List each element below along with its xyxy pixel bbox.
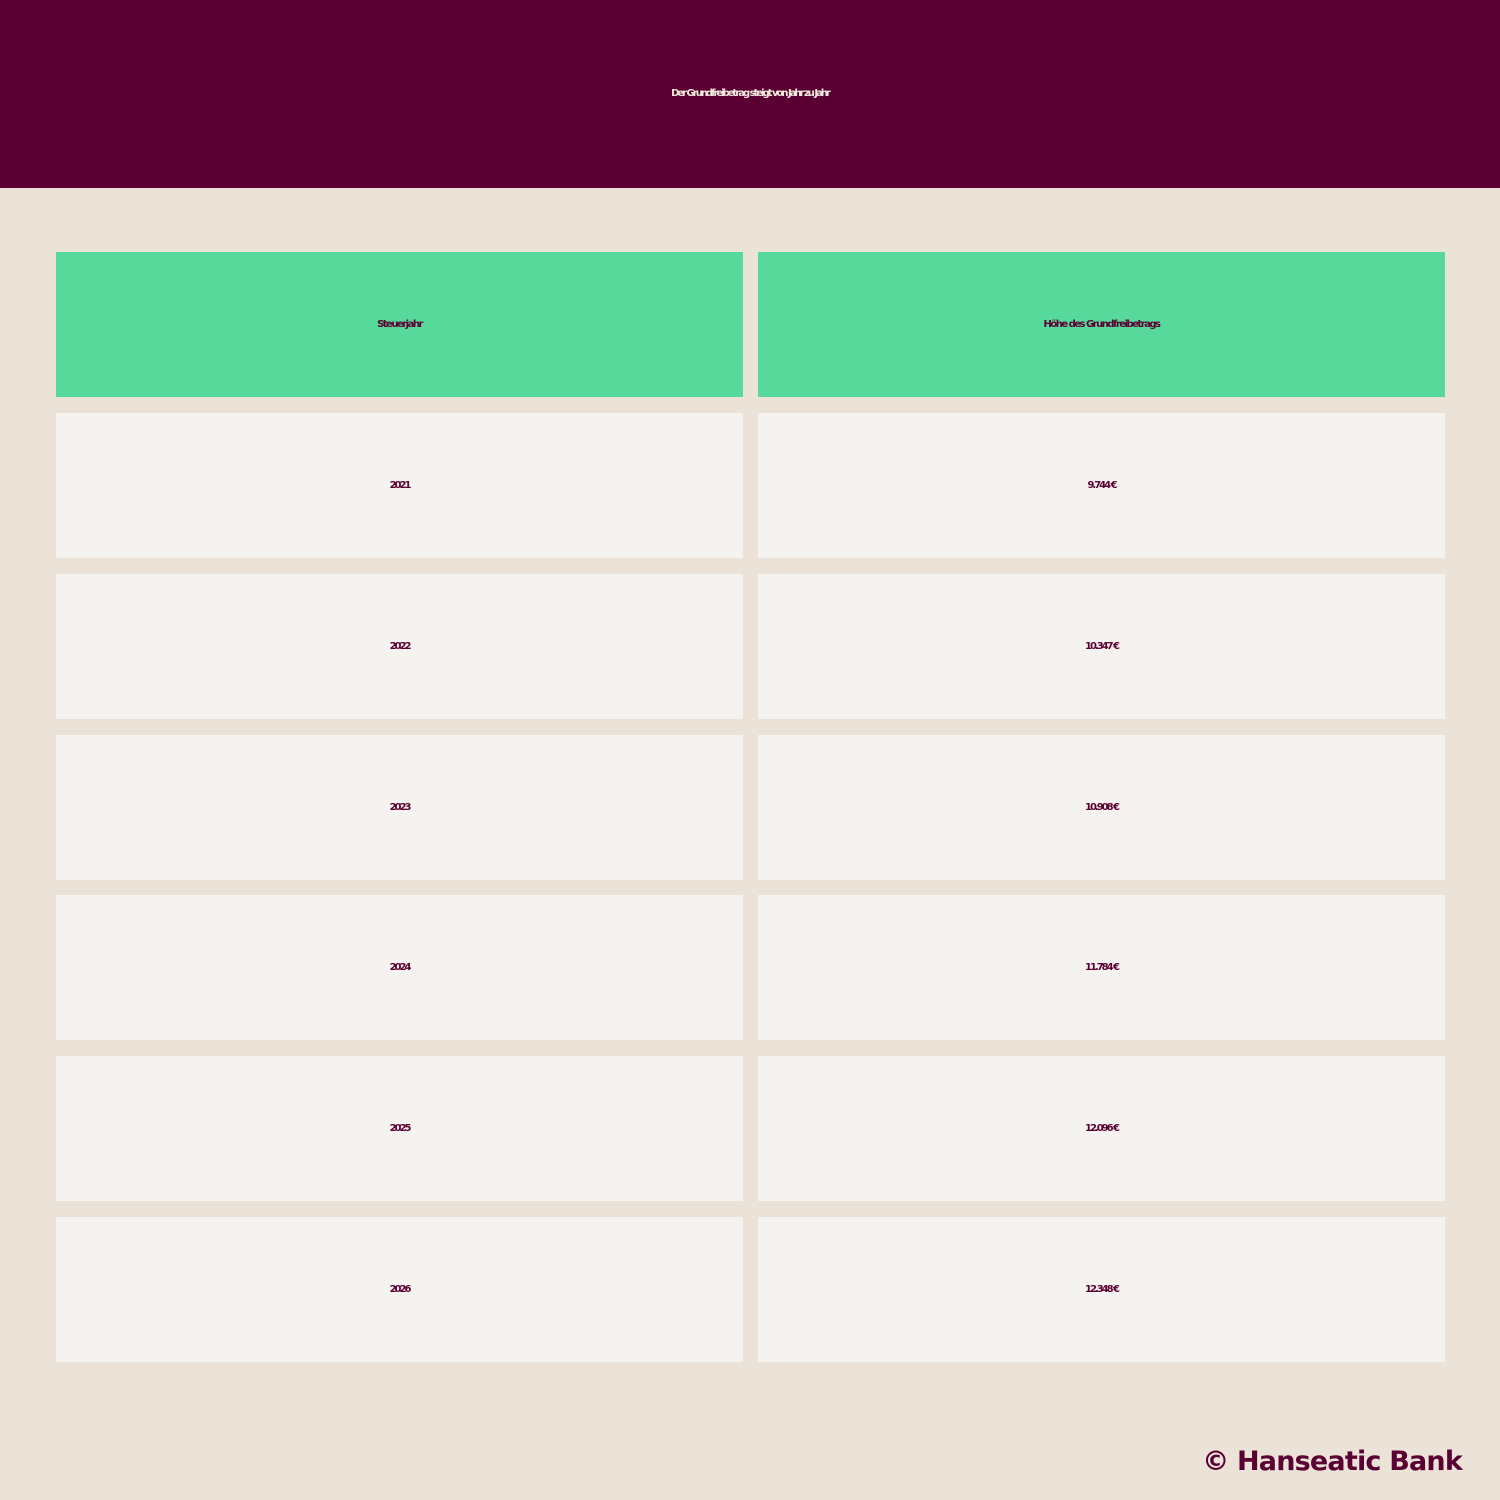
table-cell-year: 2022 — [56, 574, 743, 719]
table-cell-amount: 9.744 € — [758, 413, 1445, 558]
title-banner: Der Grundfreibetrag steigt von Jahr zu J… — [0, 0, 1500, 188]
column-header-allowance: Höhe des Grundfreibetrags — [758, 252, 1445, 397]
table-cell-amount: 12.096 € — [758, 1056, 1445, 1201]
table-cell-amount: 10.347 € — [758, 574, 1445, 719]
table-cell-year: 2025 — [56, 1056, 743, 1201]
table-cell-amount: 10.908 € — [758, 735, 1445, 880]
table-cell-year: 2024 — [56, 895, 743, 1040]
table-cell-amount: 11.784 € — [758, 895, 1445, 1040]
table-cell-year: 2026 — [56, 1217, 743, 1362]
table-cell-year: 2021 — [56, 413, 743, 558]
copyright-notice: © Hanseatic Bank — [1202, 1446, 1463, 1477]
column-header-tax-year: Steuerjahr — [56, 252, 743, 397]
table-cell-year: 2023 — [56, 735, 743, 880]
table-cell-amount: 12.348 € — [758, 1217, 1445, 1362]
page-title: Der Grundfreibetrag steigt von Jahr zu J… — [671, 88, 831, 99]
